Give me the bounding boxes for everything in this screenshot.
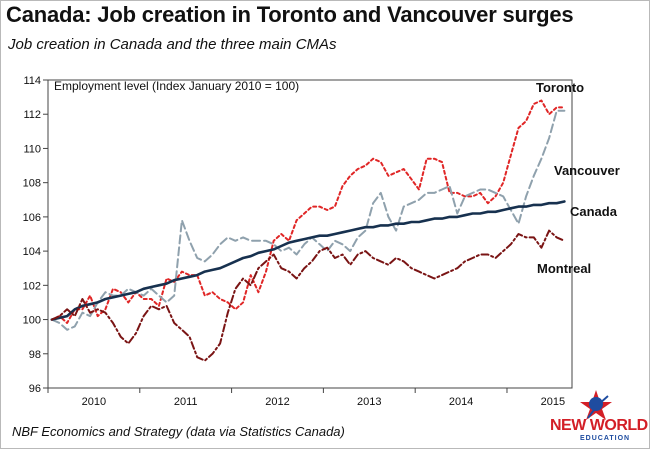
logo-mark-icon — [580, 390, 612, 420]
chart-subtitle: Job creation in Canada and the three mai… — [8, 36, 337, 53]
logo-text-bottom: EDUCATION — [580, 435, 631, 442]
y-tick-label: 112 — [23, 109, 41, 121]
x-tick-label: 2013 — [357, 396, 381, 408]
x-tick-label: 2012 — [265, 396, 289, 408]
series-line-vancouver — [50, 109, 566, 331]
y-tick-label: 100 — [23, 315, 41, 327]
series-label-toronto: Toronto — [536, 80, 584, 95]
y-tick-label: 98 — [29, 349, 41, 361]
y-axis-label: Employment level (Index January 2010 = 1… — [54, 79, 299, 93]
plot-area — [47, 79, 573, 389]
y-tick-label: 108 — [23, 178, 41, 190]
new-world-education-logo: NEW WORLD EDUCATION — [548, 388, 648, 444]
y-tick-label: 96 — [29, 383, 41, 395]
x-tick-label: 2011 — [174, 396, 198, 408]
series-label-canada: Canada — [570, 204, 618, 219]
series-line-montreal — [50, 229, 566, 362]
y-tick-label: 102 — [23, 280, 41, 292]
series-line-canada — [50, 200, 566, 321]
x-tick-label: 2015 — [541, 396, 565, 408]
y-tick-label: 110 — [23, 143, 41, 155]
x-tick-label: 2014 — [449, 396, 473, 408]
x-tick-label: 2010 — [82, 396, 106, 408]
series-label-montreal: Montreal — [537, 261, 591, 276]
chart-title: Canada: Job creation in Toronto and Vanc… — [6, 2, 574, 27]
y-tick-label: 114 — [23, 75, 41, 87]
source-note: NBF Economics and Strategy (data via Sta… — [12, 424, 345, 439]
logo-text-top: NEW WORLD — [550, 417, 648, 434]
y-tick-label: 106 — [23, 212, 41, 224]
series-label-vancouver: Vancouver — [554, 163, 620, 178]
y-tick-label: 104 — [23, 246, 41, 258]
